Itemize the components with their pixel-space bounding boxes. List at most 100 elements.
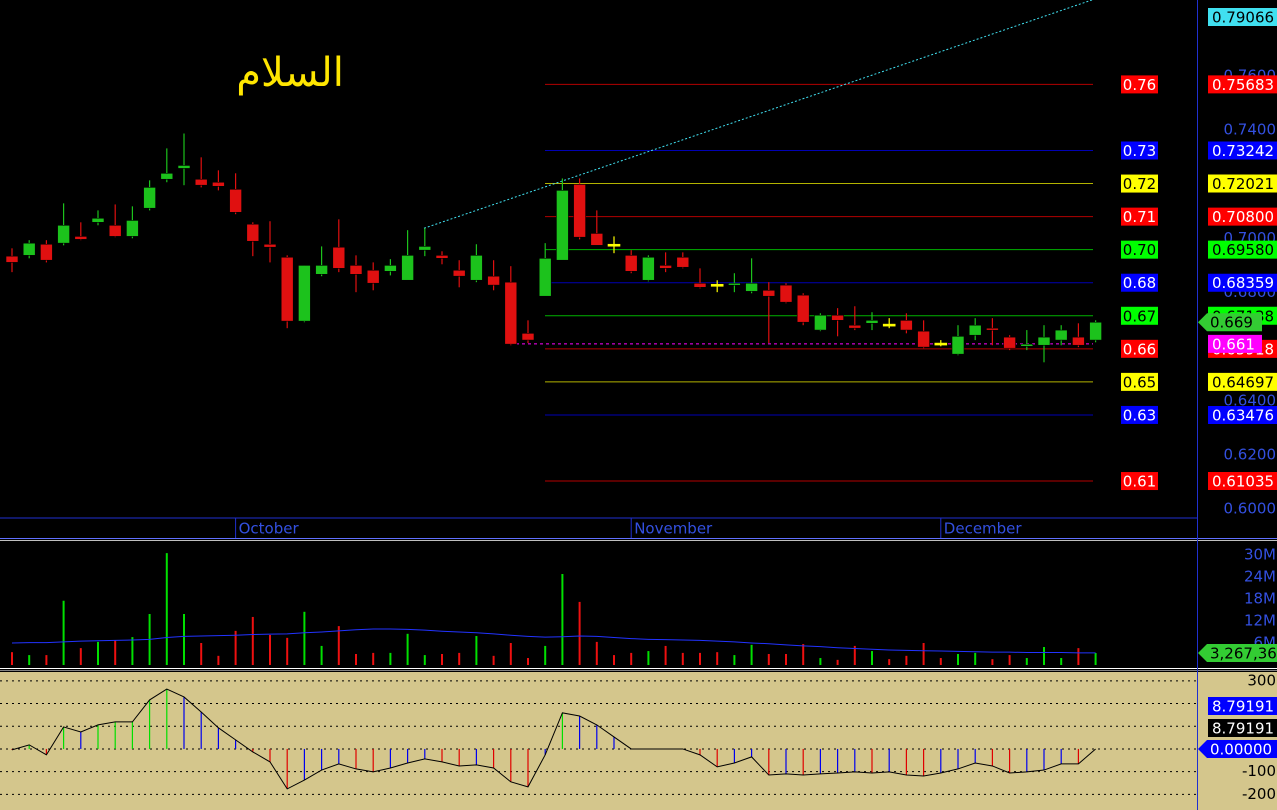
candle-body xyxy=(246,223,260,242)
candle-body xyxy=(745,282,758,292)
candle-body xyxy=(676,256,690,268)
fib-label-box xyxy=(1121,405,1158,424)
value-tag-label: 0.73242 xyxy=(1212,142,1274,160)
oscillator-panel xyxy=(0,672,1277,810)
value-tag xyxy=(1208,719,1277,737)
candle-body xyxy=(470,255,483,281)
candle-body xyxy=(865,320,879,324)
y-tick-label: 0.6200 xyxy=(1224,445,1277,463)
candle-body xyxy=(1003,336,1016,349)
value-tag-label: 0.75683 xyxy=(1212,76,1274,94)
candle-body xyxy=(607,243,621,247)
candle-body xyxy=(22,242,36,256)
value-tag-label: 3,267,36 xyxy=(1210,645,1277,663)
y-tick-label: 30M xyxy=(1244,545,1276,563)
candle-body xyxy=(917,330,930,348)
candle-body xyxy=(212,181,225,187)
candle-body xyxy=(693,282,707,288)
fib-label: 0.68 xyxy=(1123,274,1156,292)
candle-body xyxy=(332,246,346,269)
candle-body xyxy=(556,190,569,261)
fib-label: 0.73 xyxy=(1123,142,1156,160)
fib-label: 0.67 xyxy=(1123,307,1156,325)
candle-body xyxy=(126,220,139,237)
moving-average xyxy=(11,628,1096,654)
value-tag xyxy=(1208,174,1277,193)
candle-body xyxy=(160,172,174,180)
candle-body xyxy=(91,217,105,223)
value-tag-label: 0.661 xyxy=(1212,335,1255,353)
candle-body xyxy=(831,314,844,321)
candle-body xyxy=(401,255,414,281)
y-tick-label: 18M xyxy=(1244,589,1276,607)
fib-label: 0.76 xyxy=(1123,76,1156,94)
candle-body xyxy=(487,275,500,286)
value-tag-label: 0.72021 xyxy=(1212,175,1274,193)
candle-body xyxy=(5,255,19,263)
value-tag xyxy=(1208,273,1277,292)
oscillator-line xyxy=(11,688,1096,790)
fib-label-box xyxy=(1121,306,1158,325)
value-tag xyxy=(1198,644,1277,663)
fib-label-box xyxy=(1121,207,1158,226)
value-tag-label: 0.70800 xyxy=(1212,208,1274,226)
fib-label-box xyxy=(1121,372,1158,391)
candle-body xyxy=(418,246,432,251)
candle-body xyxy=(900,320,913,331)
fib-label-box xyxy=(1121,273,1158,292)
candle-body xyxy=(951,336,965,355)
candle-body xyxy=(710,284,724,287)
value-tag-label: 8.79191 xyxy=(1212,698,1274,716)
value-tag xyxy=(1208,8,1277,26)
candle-body xyxy=(779,284,793,303)
candle-body xyxy=(229,188,242,213)
candle-body xyxy=(590,233,604,246)
y-tick-label: 24M xyxy=(1244,567,1276,585)
y-tick-label: 12M xyxy=(1244,611,1276,629)
candle-body xyxy=(366,269,380,284)
candle-body xyxy=(435,255,449,259)
value-tag xyxy=(1208,75,1277,94)
fib-label: 0.61 xyxy=(1123,473,1156,491)
x-tick-label: November xyxy=(634,520,713,538)
value-tag xyxy=(1208,472,1277,491)
candle-body xyxy=(452,269,466,277)
fib-label-box xyxy=(1121,339,1158,358)
value-tag-label: 0.69580 xyxy=(1212,241,1274,259)
candle-body xyxy=(521,333,535,341)
y-tick-label: -100 xyxy=(1242,762,1276,780)
fib-label-box xyxy=(1121,174,1158,193)
value-tag-label: 0.669 xyxy=(1210,314,1253,332)
candle-body xyxy=(1089,321,1102,341)
y-tick-label: 0.6400 xyxy=(1224,391,1277,409)
candle-body xyxy=(1072,336,1085,346)
fib-label: 0.65 xyxy=(1123,373,1156,391)
fib-label: 0.72 xyxy=(1123,175,1156,193)
candle-body xyxy=(882,323,896,327)
candle-body xyxy=(40,243,53,261)
value-tag xyxy=(1208,372,1277,391)
value-tag-label: 0.79066 xyxy=(1212,9,1274,27)
fib-label: 0.66 xyxy=(1123,340,1156,358)
y-tick-label: -200 xyxy=(1242,785,1276,803)
candle-body xyxy=(1054,329,1068,341)
y-tick-label: 300 xyxy=(1247,671,1276,689)
annotation: السلام xyxy=(236,50,344,96)
value-tag xyxy=(1198,739,1277,758)
candle-body xyxy=(280,256,294,322)
value-tag-label: 0.00000 xyxy=(1210,740,1272,758)
value-tag-label: 0.63476 xyxy=(1212,406,1274,424)
candle-body xyxy=(143,187,156,209)
candle-body xyxy=(796,294,810,323)
value-tag xyxy=(1208,697,1277,715)
y-tick-label: 0.7400 xyxy=(1224,120,1277,138)
candle-body xyxy=(177,165,191,169)
y-tick-label: 0.6000 xyxy=(1224,500,1277,518)
candle-body xyxy=(57,224,70,244)
candle-body xyxy=(968,324,982,336)
value-tag-label: 0.68359 xyxy=(1212,274,1274,292)
value-tag-label: 8.79191 xyxy=(1212,720,1274,738)
candle-body xyxy=(263,243,277,248)
